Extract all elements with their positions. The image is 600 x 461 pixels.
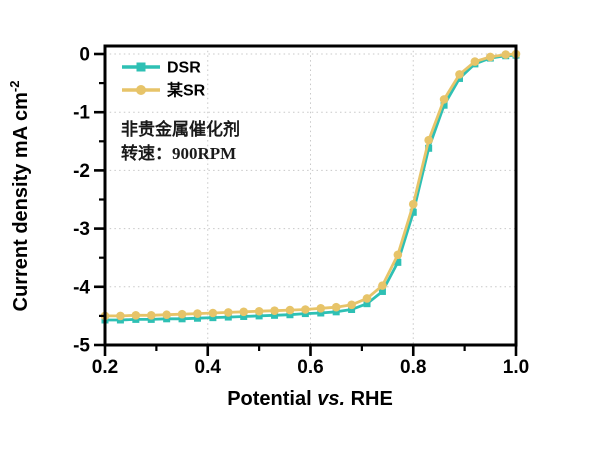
series-DSR-marker: [271, 311, 279, 319]
y-tick-label: -4: [73, 277, 90, 298]
series-某SR-marker: [408, 199, 418, 209]
x-axis-title-vs: vs.: [317, 388, 345, 410]
y-tick-label: -2: [73, 161, 90, 182]
series-某SR-marker: [316, 304, 326, 313]
series-DSR-marker: [193, 314, 201, 322]
legend-label-某SR: 某SR: [166, 82, 206, 100]
y-tick-label: 0: [79, 45, 90, 66]
series-某SR-marker: [193, 309, 202, 318]
series-DSR-marker: [425, 144, 433, 152]
series-某SR-marker: [285, 305, 295, 315]
x-tick-label: 1.0: [503, 357, 529, 378]
series-某SR-marker: [254, 306, 264, 316]
series-某SR-marker: [455, 70, 464, 79]
series-某SR-marker: [470, 57, 480, 66]
legend-marker-DSR: [136, 62, 146, 72]
series-DSR-line: [103, 53, 518, 322]
axis-ticks: [94, 52, 518, 356]
series-DSR-marker: [317, 309, 325, 317]
y-tick-label: -1: [73, 103, 90, 124]
series-DSR-marker: [178, 315, 186, 323]
x-axis-title-post: RHE: [345, 388, 393, 410]
series-某SR-marker: [486, 52, 495, 62]
series-某SR-marker: [224, 308, 233, 317]
series-DSR-marker: [409, 208, 417, 216]
y-axis-title: Current density mA cm-2: [7, 81, 32, 312]
series-某SR-marker: [131, 311, 141, 320]
series-DSR-marker: [286, 311, 294, 319]
series-某SR-marker: [439, 95, 449, 104]
series-DSR-marker: [363, 300, 371, 308]
tick-labels: 0.2 0.4 0.6 0.8 1.0 0 -1 -2 -3 -4 -5: [73, 45, 529, 379]
series-某SR-marker: [347, 300, 356, 310]
y-tick-label: -3: [73, 219, 90, 240]
annotation-catalyst: 非贵金属催化剂: [121, 119, 240, 139]
x-tick-label: 0.4: [195, 357, 222, 378]
series-DSR-marker: [332, 308, 340, 316]
y-axis-title-main: Current density mA cm: [10, 92, 32, 311]
series-某SR-marker: [501, 50, 511, 59]
series-某SR-line: [103, 52, 518, 318]
x-tick-label: 0.6: [297, 357, 323, 378]
series-某SR-marker: [239, 307, 249, 317]
x-tick-label: 0.8: [400, 357, 426, 378]
series-DSR-marker: [378, 287, 386, 295]
legend-label-DSR: DSR: [167, 60, 201, 77]
annotation-rotation-speed: 转速：900RPM: [121, 143, 236, 163]
series-DSR-marker: [394, 258, 402, 266]
series-某SR-marker: [301, 305, 310, 314]
series-DSR-marker: [255, 312, 263, 320]
series-某SR-marker: [331, 302, 341, 312]
series-DSR-marker: [209, 314, 217, 322]
y-axis-title-superscript: -2: [7, 81, 22, 93]
y-tick-label: -5: [73, 336, 90, 357]
series-某SR-marker: [116, 311, 125, 321]
series-某SR-marker: [177, 309, 187, 319]
series-DSR-marker: [224, 313, 232, 321]
x-axis-title-pre: Potential: [227, 388, 317, 410]
series-某SR-marker: [424, 135, 433, 145]
series-某SR-marker: [208, 308, 218, 318]
series-DSR-marker: [240, 312, 248, 320]
series-某SR-marker: [362, 294, 372, 303]
series-某SR-marker: [378, 281, 387, 290]
x-tick-label: 0.2: [92, 357, 118, 378]
legend-marker-某SR: [136, 85, 146, 95]
x-axis-title: Potential vs. RHE: [227, 388, 393, 410]
series-某SR-marker: [162, 310, 171, 320]
legend: DSR 某SR: [122, 60, 206, 100]
series-DSR-marker: [440, 101, 448, 109]
series-某SR-marker: [146, 311, 156, 320]
series-DSR-marker: [348, 305, 356, 313]
gridlines: [105, 46, 516, 345]
series-某SR-marker: [270, 306, 279, 315]
series-某SR-marker: [393, 250, 403, 260]
